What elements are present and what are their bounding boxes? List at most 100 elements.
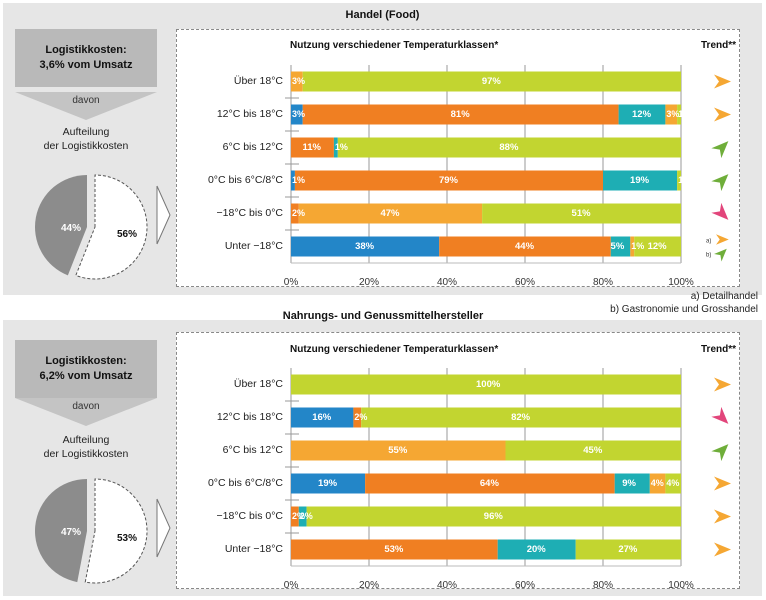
- pie-chart: 47% 53%: [34, 478, 148, 584]
- bar-segment-label: 96%: [483, 510, 503, 522]
- bar-segment-label: 2%: [292, 207, 306, 218]
- bar-segment: [291, 236, 440, 257]
- bar-segment: [306, 506, 681, 527]
- trend-title: Trend**: [701, 40, 737, 51]
- trend-note: b): [706, 253, 711, 259]
- cost-box: Logistikkosten: 3,6% vom Umsatz: [15, 29, 157, 87]
- cost-box: Logistikkosten: 6,2% vom Umsatz: [15, 340, 157, 398]
- chart-title: Nutzung verschiedener Temperaturklassen*: [290, 344, 499, 355]
- bar-segment: [291, 539, 498, 560]
- bar-segment: [575, 539, 681, 560]
- bar-segment-label: 9%: [622, 477, 636, 489]
- bar-segment-label: 5%: [610, 240, 625, 252]
- bar-segment: [291, 440, 506, 461]
- aufteilung-line1: Aufteilung: [62, 126, 110, 138]
- trend-arrow-right-icon: [714, 509, 731, 524]
- bar-segment-label: 3%: [666, 108, 680, 119]
- bar-segment-label: 19%: [318, 477, 338, 489]
- bar-segment: [630, 236, 635, 257]
- bar-segment-label: 53%: [384, 543, 404, 555]
- pie-slice-filled: [34, 175, 87, 276]
- category-label: 0°C bis 6°C/8°C: [207, 173, 283, 186]
- bar-segment: [291, 374, 681, 395]
- bar-segment: [365, 473, 615, 494]
- bar-segment-label: 1%: [631, 240, 645, 251]
- trend-arrow-right-icon: [714, 107, 731, 122]
- cost-box-line1: Logistikkosten:: [45, 355, 127, 367]
- bar-segment: [291, 473, 366, 494]
- bar-segment: [291, 407, 354, 428]
- bar-segment: [353, 407, 362, 428]
- bar-segment-label: 79%: [438, 174, 458, 186]
- bar-segment-label: 1%: [678, 108, 692, 119]
- aufteilung-label: Aufteilung der Logistikkosten: [15, 125, 157, 153]
- trend-arrow-right-icon: [716, 234, 729, 245]
- bar-segment-label: 19%: [630, 174, 650, 186]
- x-tick-label: 20%: [358, 277, 380, 288]
- bar-segment: [337, 137, 681, 158]
- bar-segment-label: 38%: [355, 240, 375, 252]
- down-arrow-shape: [15, 398, 157, 426]
- bar-segment-label: 3%: [292, 108, 306, 119]
- bar-segment-label: 11%: [302, 141, 321, 153]
- bar-segment: [291, 137, 334, 158]
- bar-segment: [618, 104, 666, 125]
- category-label: −18°C bis 0°C: [216, 206, 283, 219]
- bar-segment-label: 100%: [476, 378, 501, 390]
- bar-segment: [677, 170, 681, 191]
- category-label: 0°C bis 6°C/8°C: [207, 476, 283, 489]
- aufteilung-line1: Aufteilung: [62, 434, 110, 446]
- bar-segment-label: 4%: [650, 477, 664, 488]
- chart-panel: Nutzung verschiedener Temperaturklassen*…: [176, 29, 740, 288]
- davon-arrow: davon: [15, 92, 157, 120]
- davon-label: davon: [72, 401, 100, 412]
- bar-segment: [291, 203, 299, 224]
- category-label: 12°C bis 18°C: [216, 410, 283, 423]
- x-tick-label: 100%: [668, 580, 694, 591]
- trend-arrow-right-icon: [714, 476, 731, 491]
- category-label: Über 18°C: [233, 377, 283, 390]
- bar-segment-label: 55%: [388, 444, 408, 456]
- down-arrow-shape: [15, 92, 157, 120]
- x-tick-label: 40%: [436, 580, 458, 591]
- category-label: Unter −18°C: [224, 542, 283, 555]
- bar-segment: [482, 203, 681, 224]
- bar-segment: [439, 236, 611, 257]
- trend-note: a): [706, 239, 711, 245]
- pie-chart: 44% 56%: [34, 174, 148, 280]
- davon-label: davon: [72, 95, 100, 106]
- bar-segment-label: 1%: [678, 174, 692, 185]
- pie-label: 47%: [61, 527, 81, 538]
- category-label: −18°C bis 0°C: [216, 509, 283, 522]
- bar-segment-label: 64%: [479, 477, 499, 489]
- trend-title: Trend**: [701, 344, 737, 355]
- x-tick-label: 80%: [592, 580, 614, 591]
- bar-segment: [603, 170, 678, 191]
- bar-segment-label: 44%: [515, 240, 535, 252]
- bar-segment: [294, 170, 603, 191]
- category-label: Über 18°C: [233, 74, 283, 87]
- davon-arrow: davon: [15, 398, 157, 426]
- x-tick-label: 100%: [668, 277, 694, 288]
- bar-segment: [610, 236, 631, 257]
- x-tick-label: 0%: [283, 580, 299, 591]
- x-tick-label: 0%: [283, 277, 299, 288]
- bar-segment: [291, 170, 295, 191]
- pie-label: 53%: [117, 533, 137, 544]
- bar-segment: [665, 473, 681, 494]
- pie-label: 56%: [117, 229, 137, 240]
- trend-arrow-up-icon: [711, 444, 729, 462]
- bar-segment-label: 2%: [354, 411, 368, 422]
- trend-arrow-up-icon: [714, 248, 727, 262]
- bar-segment: [497, 539, 576, 560]
- bar-segment: [298, 506, 307, 527]
- bar-segment: [361, 407, 681, 428]
- footnote-b: b) Gastronomie und Grosshandel: [610, 304, 758, 315]
- bar-segment-label: 97%: [481, 75, 501, 87]
- section-title: Nahrungs- und Genussmittelhersteller: [282, 310, 484, 322]
- chart-panel: Nutzung verschiedener Temperaturklassen*…: [176, 332, 740, 591]
- trend-arrow-right-icon: [714, 377, 731, 392]
- bar-chart: a) b): [285, 65, 731, 264]
- bar-segment: [291, 506, 299, 527]
- bar-segment: [302, 71, 681, 92]
